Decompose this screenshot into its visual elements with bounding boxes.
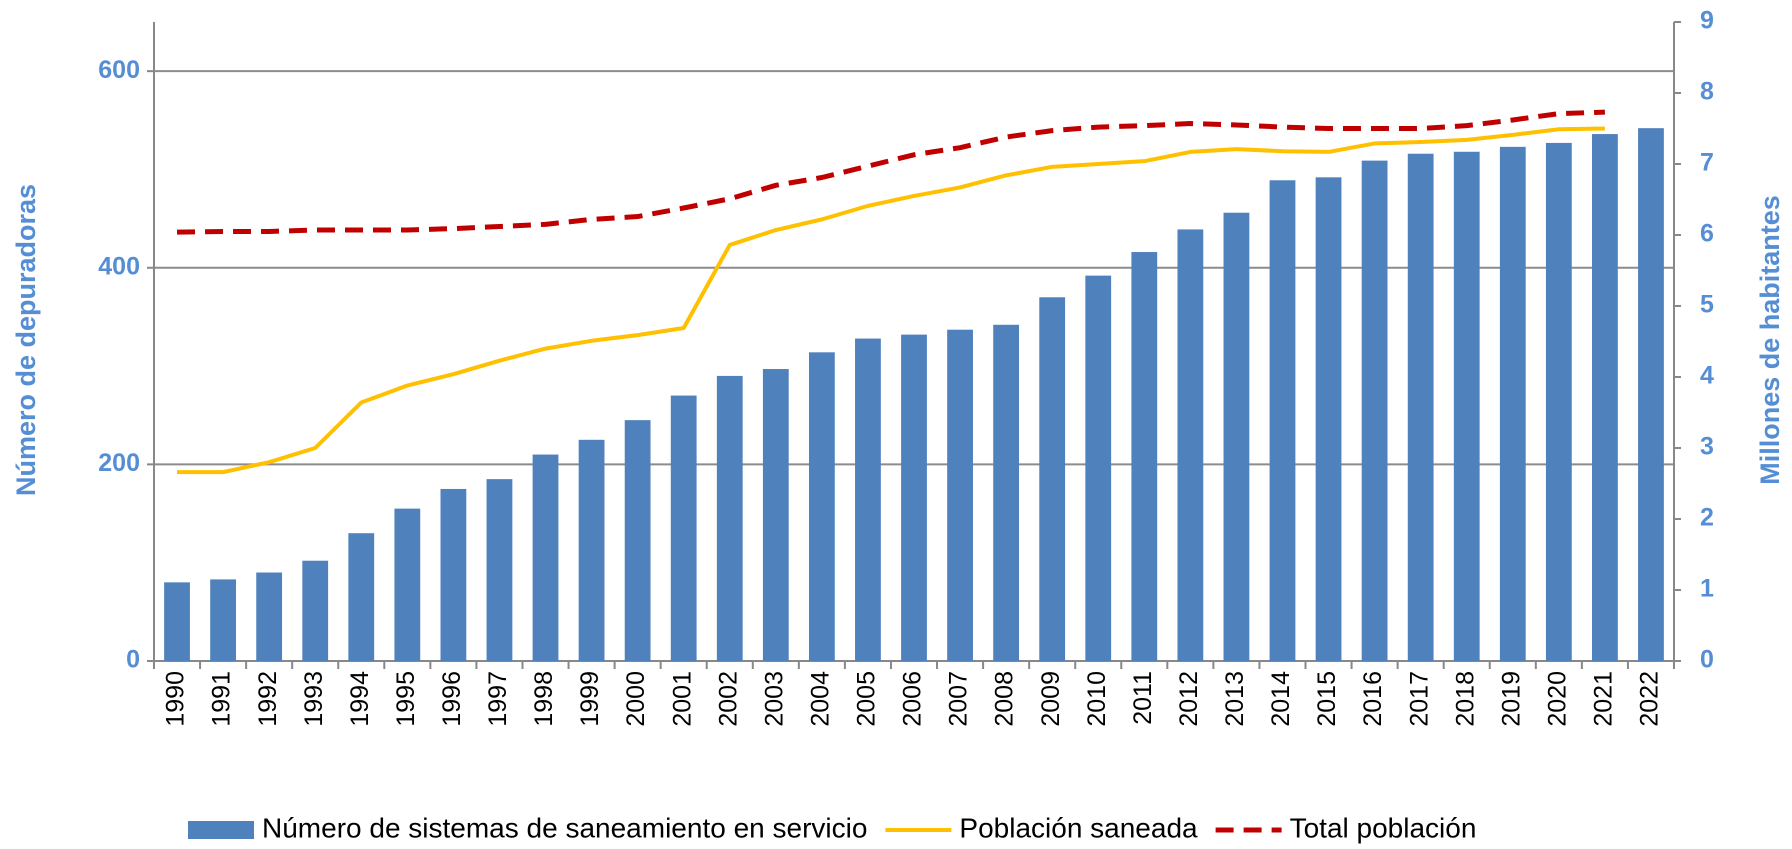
y-tick-label: 0 [126,646,140,674]
bar [624,420,651,661]
bar [855,338,881,661]
bar [1499,146,1526,661]
x-tick-label: 1992 [254,671,282,727]
x-tick-label: 2018 [1451,671,1479,727]
x-tick-label: 2007 [945,671,973,727]
x-tick-label: 1991 [208,671,236,727]
x-tick-label: 2015 [1313,671,1341,727]
y2-tick-label: 9 [1700,7,1714,35]
bar [164,582,190,661]
x-tick-label: 2001 [668,671,696,727]
x-tick-label: 2005 [853,671,881,727]
y2-tick-label: 0 [1700,646,1714,674]
x-tick-label: 1993 [300,671,328,727]
bar [1592,134,1618,661]
bar [1407,153,1434,662]
bar [486,479,513,661]
y2-tick-label: 8 [1700,78,1714,106]
bar [1223,212,1250,661]
bar [762,369,789,661]
y2-tick-label: 1 [1700,575,1714,603]
bar [256,572,283,661]
bar [440,488,467,661]
x-tick-label: 2012 [1175,671,1203,727]
y-tick-label: 600 [98,56,140,84]
bar [394,508,421,661]
bar [1039,297,1066,661]
x-tick-label: 1996 [438,671,466,727]
x-tick-label: 1995 [392,671,420,727]
x-tick-label: 2019 [1497,671,1525,727]
x-tick-label: 2000 [622,671,650,727]
x-tick-label: 1994 [346,671,374,727]
x-tick-label: 2002 [714,671,742,727]
y2-tick-label: 3 [1700,433,1714,461]
bar [901,334,927,661]
y2-tick-label: 5 [1700,291,1714,319]
x-tick-label: 2010 [1083,671,1111,727]
y-tick-label: 200 [98,449,140,477]
x-tick-label: 2016 [1359,671,1387,727]
bar [1085,275,1112,661]
x-tick-label: 2022 [1636,671,1664,727]
line [176,109,1605,235]
bar [1315,177,1342,661]
bar [1453,151,1480,661]
bar [210,579,236,661]
y-tick-label: 400 [98,252,140,280]
legend-label: Número de sistemas de saneamiento en ser… [262,812,867,843]
bar [1545,142,1572,661]
y2-tick-label: 2 [1700,504,1714,532]
x-tick-label: 2011 [1129,671,1157,725]
bar [578,439,605,661]
y2-axis-title: Millones de habitantes [1755,195,1785,485]
y-axis-title: Número de depuradoras [11,184,41,496]
legend-label: Total población [1290,812,1477,843]
x-tick-label: 2004 [806,671,834,727]
y2-tick-label: 4 [1700,362,1714,390]
y2-tick-label: 7 [1700,149,1714,177]
x-tick-label: 2017 [1405,671,1433,727]
bar [1638,128,1664,661]
x-tick-label: 2006 [899,671,927,727]
bar [532,454,559,661]
x-tick-label: 1998 [530,671,558,727]
legend-label: Población saneada [959,812,1198,843]
x-tick-label: 2008 [991,671,1019,727]
x-tick-label: 1999 [576,671,604,727]
x-tick-label: 2020 [1543,671,1571,727]
line [177,126,1605,475]
bar [670,395,697,661]
x-tick-label: 2003 [760,671,788,727]
x-tick-label: 2013 [1221,671,1249,727]
bar [1361,160,1388,662]
bar [1269,180,1296,661]
legend-swatch [188,821,254,839]
y2-tick-label: 6 [1700,220,1714,248]
bar [947,329,973,661]
x-tick-label: 2014 [1267,671,1295,727]
x-tick-label: 1990 [162,671,190,727]
bar [993,324,1020,661]
bar [1177,229,1204,661]
bar [348,533,375,661]
bar [808,352,835,661]
bar [716,375,743,661]
bar [1131,252,1158,662]
x-tick-label: 1997 [484,671,512,727]
bar [302,560,329,661]
x-tick-label: 2009 [1037,671,1065,727]
x-tick-label: 2021 [1590,671,1618,727]
